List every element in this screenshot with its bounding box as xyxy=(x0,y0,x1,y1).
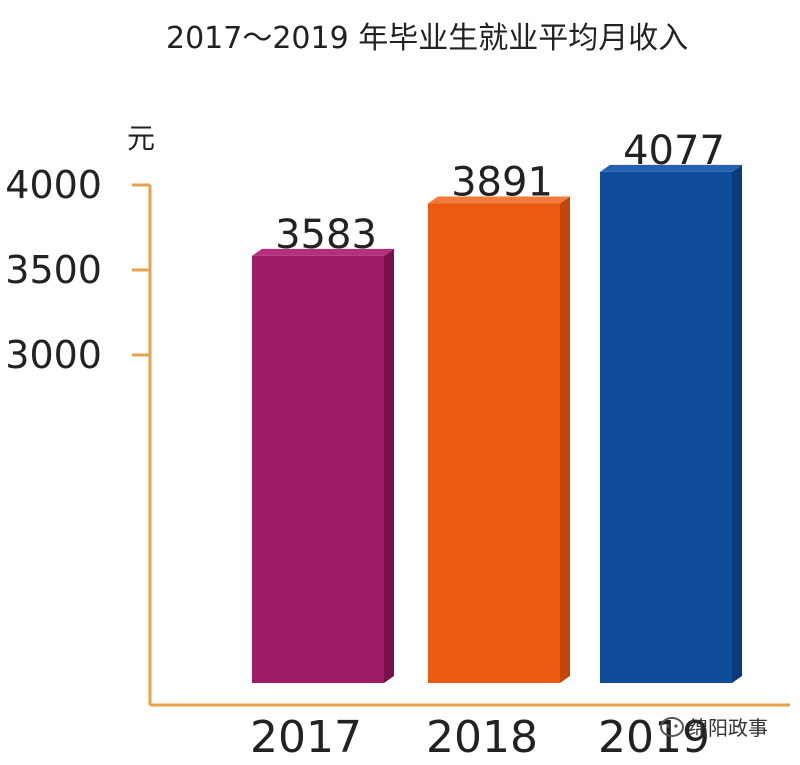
bar-side xyxy=(560,196,570,683)
x-tick-label: 2018 xyxy=(426,712,538,763)
bar-2019 xyxy=(600,171,732,683)
bars xyxy=(252,164,742,683)
bar-top xyxy=(428,196,570,204)
bar-side xyxy=(732,164,742,683)
bar-2018 xyxy=(428,203,560,683)
labels: 3583 2017 3891 2018 4077 2019 xyxy=(250,128,725,763)
y-tick-label: 3000 xyxy=(5,333,102,377)
bar-top xyxy=(600,164,742,172)
data-label: 3891 xyxy=(451,160,553,206)
wechat-bubble-icon xyxy=(660,717,684,737)
watermark-text: 绵阳政事 xyxy=(688,716,768,740)
data-label: 4077 xyxy=(623,128,725,174)
bar-2017 xyxy=(252,255,384,683)
x-tick-label: 2019 xyxy=(598,712,710,763)
bar-side xyxy=(384,248,394,683)
axes: 3000 3500 4000 xyxy=(5,163,790,707)
y-tick-label: 3500 xyxy=(5,248,102,292)
x-tick-label: 2017 xyxy=(250,712,362,763)
y-axis-unit-label: 元 xyxy=(127,122,155,155)
y-tick-label: 4000 xyxy=(5,163,102,207)
data-label: 3583 xyxy=(275,212,377,258)
chart-title: 2017～2019 年毕业生就业平均月收入 xyxy=(166,21,688,56)
watermark: 绵阳政事 xyxy=(660,716,768,740)
bar-top xyxy=(252,248,394,256)
